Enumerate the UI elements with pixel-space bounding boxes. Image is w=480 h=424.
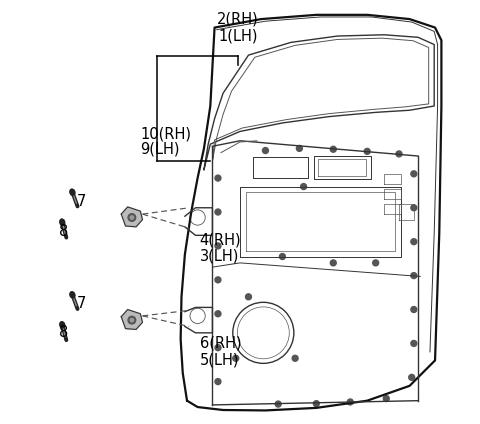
Circle shape	[215, 175, 221, 181]
Circle shape	[300, 184, 307, 190]
Text: 7: 7	[76, 194, 86, 209]
Circle shape	[128, 316, 136, 324]
Circle shape	[313, 401, 319, 407]
Text: 7: 7	[76, 296, 86, 311]
Circle shape	[411, 307, 417, 312]
Circle shape	[233, 355, 239, 361]
Circle shape	[296, 145, 302, 151]
Circle shape	[215, 243, 221, 249]
Circle shape	[411, 340, 417, 346]
Text: 4(RH): 4(RH)	[200, 232, 241, 247]
Circle shape	[411, 239, 417, 245]
Circle shape	[347, 399, 353, 405]
Text: 6(RH): 6(RH)	[200, 336, 241, 351]
Circle shape	[275, 401, 281, 407]
Circle shape	[128, 214, 136, 221]
Text: 2(RH): 2(RH)	[217, 11, 259, 27]
Circle shape	[215, 345, 221, 351]
Circle shape	[292, 355, 298, 361]
Text: 3(LH): 3(LH)	[200, 248, 239, 263]
Polygon shape	[121, 207, 143, 227]
Circle shape	[372, 260, 379, 266]
Circle shape	[130, 216, 133, 219]
Text: 5(LH): 5(LH)	[200, 352, 239, 367]
Text: 8: 8	[60, 223, 69, 239]
Circle shape	[364, 148, 370, 154]
Text: 8: 8	[60, 325, 69, 340]
Text: 10(RH): 10(RH)	[140, 126, 192, 141]
Circle shape	[130, 318, 133, 322]
Text: 1(LH): 1(LH)	[218, 28, 258, 44]
Circle shape	[411, 273, 417, 279]
Circle shape	[411, 171, 417, 177]
Circle shape	[330, 260, 336, 266]
Circle shape	[384, 396, 389, 402]
Circle shape	[215, 277, 221, 283]
Text: 9(LH): 9(LH)	[140, 142, 180, 157]
Circle shape	[279, 254, 286, 259]
Circle shape	[263, 148, 268, 153]
Circle shape	[396, 151, 402, 157]
Circle shape	[245, 294, 252, 300]
Circle shape	[215, 209, 221, 215]
Polygon shape	[121, 310, 143, 329]
Circle shape	[330, 146, 336, 152]
Circle shape	[411, 205, 417, 211]
Circle shape	[215, 311, 221, 317]
Circle shape	[215, 379, 221, 385]
Circle shape	[409, 374, 415, 380]
